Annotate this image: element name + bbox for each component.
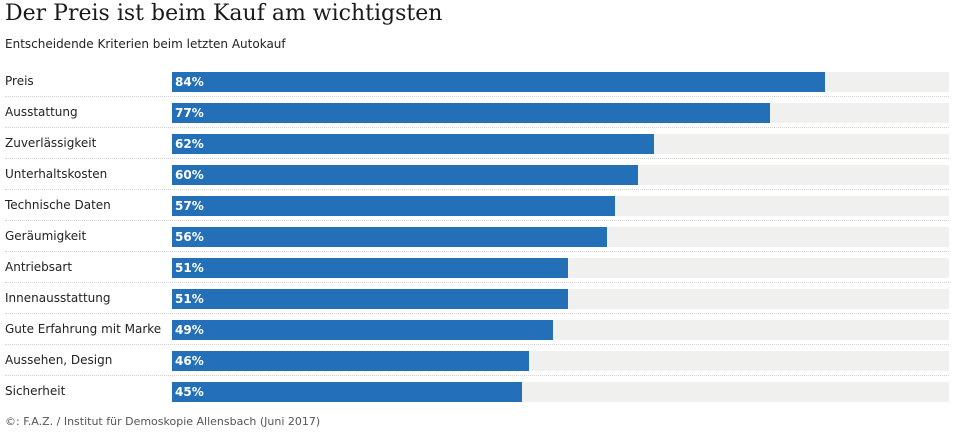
category-label: Technische Daten [5,198,111,212]
bar: 51% [172,258,568,278]
row-separator [5,282,949,283]
bar-track: 60% [172,165,949,185]
category-label: Antriebsart [5,260,73,274]
value-label: 51% [175,292,204,306]
category-label: Aussehen, Design [5,353,113,367]
bar-track: 62% [172,134,949,154]
chart-row: Geräumigkeit 56% [0,221,953,252]
category-label: Geräumigkeit [5,229,87,243]
value-label: 62% [175,137,204,151]
value-label: 57% [175,199,204,213]
value-label: 60% [175,168,204,182]
row-separator [5,375,949,376]
chart-row: Aussehen, Design 46% [0,345,953,376]
category-label: Innenausstattung [5,291,111,305]
bar-track: 51% [172,258,949,278]
bar: 51% [172,289,568,309]
row-separator [5,251,949,252]
value-label: 51% [175,261,204,275]
category-label: Zuverlässigkeit [5,136,97,150]
category-label: Ausstattung [5,105,78,119]
bar: 62% [172,134,654,154]
row-separator [5,127,949,128]
bar-track: 84% [172,72,949,92]
chart-row: Ausstattung 77% [0,97,953,128]
chart-source: ©: F.A.Z. / Institut für Demoskopie Alle… [5,415,321,428]
row-separator [5,96,949,97]
category-label: Sicherheit [5,384,66,398]
bar: 57% [172,196,615,216]
row-separator [5,189,949,190]
bar: 84% [172,72,825,92]
value-label: 46% [175,354,204,368]
chart-subtitle: Entscheidende Kriterien beim letzten Aut… [5,37,286,51]
chart-row: Antriebsart 51% [0,252,953,283]
row-separator [5,313,949,314]
value-label: 77% [175,106,204,120]
bar-track: 45% [172,382,949,402]
row-separator [5,344,949,345]
chart-row: Sicherheit 45% [0,376,953,407]
bar: 46% [172,351,529,371]
chart-row: Technische Daten 57% [0,190,953,221]
value-label: 49% [175,323,204,337]
chart-row: Preis 84% [0,66,953,97]
row-separator [5,220,949,221]
bar: 60% [172,165,638,185]
value-label: 84% [175,75,204,89]
bar: 77% [172,103,770,123]
chart-row: Innenausstattung 51% [0,283,953,314]
chart-row: Zuverlässigkeit 62% [0,128,953,159]
bar: 45% [172,382,522,402]
chart-row: Unterhaltskosten 60% [0,159,953,190]
row-separator [5,158,949,159]
bar-track: 57% [172,196,949,216]
category-label: Gute Erfahrung mit Marke [5,322,162,336]
value-label: 56% [175,230,204,244]
bar: 56% [172,227,607,247]
bar-track: 49% [172,320,949,340]
bar-track: 56% [172,227,949,247]
bar-track: 77% [172,103,949,123]
bar-track: 51% [172,289,949,309]
bar-chart: Preis 84% Ausstattung 77% Zuverlässigkeit 62%… [0,66,953,407]
chart-row: Gute Erfahrung mit Marke 49% [0,314,953,345]
value-label: 45% [175,385,204,399]
bar: 49% [172,320,553,340]
bar-track: 46% [172,351,949,371]
category-label: Preis [5,74,34,88]
chart-title: Der Preis ist beim Kauf am wichtigsten [5,1,443,26]
category-label: Unterhaltskosten [5,167,108,181]
